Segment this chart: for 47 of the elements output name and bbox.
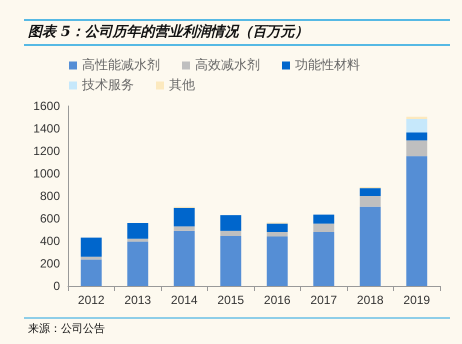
bar — [174, 226, 195, 231]
y-tick-label: 1000 — [33, 166, 60, 180]
bar — [360, 188, 381, 196]
x-tick-label: 2013 — [124, 293, 152, 307]
y-tick-label: 1400 — [33, 122, 60, 136]
bar — [266, 224, 288, 232]
y-tick-label: 200 — [40, 256, 60, 270]
bar — [127, 223, 148, 239]
y-tick-label: 1600 — [33, 99, 60, 113]
bar — [174, 230, 195, 286]
bar — [266, 236, 288, 286]
bar — [174, 208, 195, 226]
bar — [266, 232, 288, 236]
bar — [80, 260, 102, 286]
bar — [313, 214, 334, 224]
chart-title: 图表 5：公司历年的营业利润情况（百万元） — [28, 23, 309, 40]
y-tick-label: 600 — [40, 212, 60, 226]
bar — [127, 242, 148, 286]
x-tick-label: 2018 — [356, 293, 384, 307]
legend-label: 高效减水剂 — [195, 57, 260, 73]
legend-label: 高性能减水剂 — [82, 57, 160, 73]
y-tick-label: 1200 — [33, 144, 60, 158]
bar — [406, 118, 428, 132]
legend-label: 其他 — [169, 78, 195, 93]
bar — [313, 224, 334, 232]
y-tick-label: 800 — [40, 189, 60, 203]
bar — [220, 236, 242, 286]
bar — [406, 156, 428, 286]
x-tick-label: 2015 — [217, 293, 244, 307]
bar — [406, 132, 428, 140]
x-tick-label: 2019 — [403, 293, 430, 307]
y-tick-label: 0 — [53, 279, 60, 293]
bar — [80, 238, 102, 257]
legend-label: 技术服务 — [81, 78, 134, 93]
y-tick-label: 400 — [40, 234, 60, 248]
x-tick-label: 2012 — [78, 293, 105, 307]
bar — [360, 206, 381, 286]
bar — [406, 140, 428, 156]
bar — [220, 230, 242, 236]
x-tick-label: 2014 — [170, 293, 198, 307]
bar — [360, 196, 381, 207]
source-note: 来源：公司公告 — [28, 322, 105, 335]
bar — [313, 232, 334, 286]
x-tick-label: 2016 — [264, 293, 291, 307]
x-tick-label: 2017 — [310, 293, 338, 307]
legend-label: 功能性材料 — [295, 58, 360, 73]
bar — [220, 215, 242, 231]
